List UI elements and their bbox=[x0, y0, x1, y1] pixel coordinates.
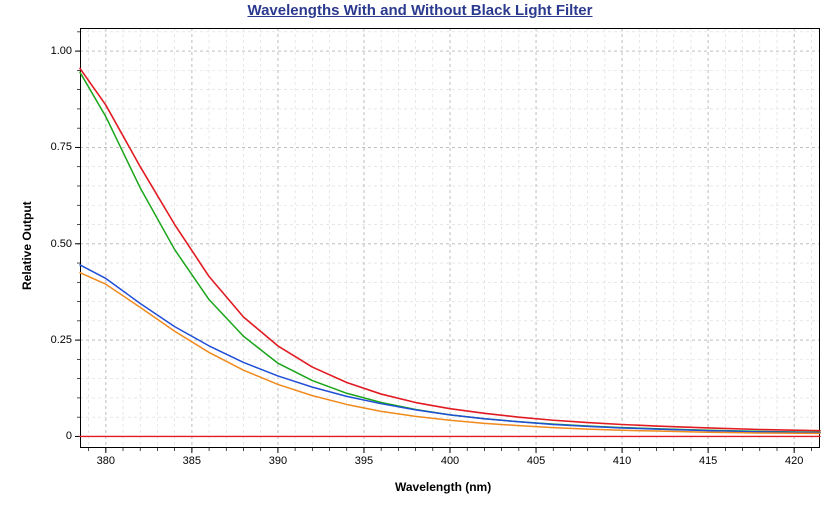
axis-tick-label: 410 bbox=[613, 455, 631, 467]
axis-tick-label: 405 bbox=[527, 455, 545, 467]
axis-tick-label: 0.75 bbox=[51, 141, 72, 153]
axis-tick-label: 385 bbox=[183, 455, 201, 467]
plot-svg bbox=[80, 28, 820, 448]
y-axis-label: Relative Output bbox=[20, 201, 34, 290]
x-axis-label: Wavelength (nm) bbox=[395, 480, 491, 494]
axis-tick-label: 420 bbox=[785, 455, 803, 467]
chart-title: Wavelengths With and Without Black Light… bbox=[0, 2, 840, 19]
axis-tick-label: 0 bbox=[66, 430, 72, 442]
axis-tick-label: 390 bbox=[269, 455, 287, 467]
plot-area bbox=[80, 28, 820, 448]
axis-tick-label: 415 bbox=[699, 455, 717, 467]
axis-tick-label: 395 bbox=[355, 455, 373, 467]
axis-tick-label: 1.00 bbox=[51, 45, 72, 57]
axis-tick-label: 0.50 bbox=[51, 238, 72, 250]
axis-tick-label: 380 bbox=[97, 455, 115, 467]
axis-tick-label: 0.25 bbox=[51, 334, 72, 346]
axis-tick-label: 400 bbox=[441, 455, 459, 467]
chart-root: Wavelengths With and Without Black Light… bbox=[0, 0, 840, 508]
